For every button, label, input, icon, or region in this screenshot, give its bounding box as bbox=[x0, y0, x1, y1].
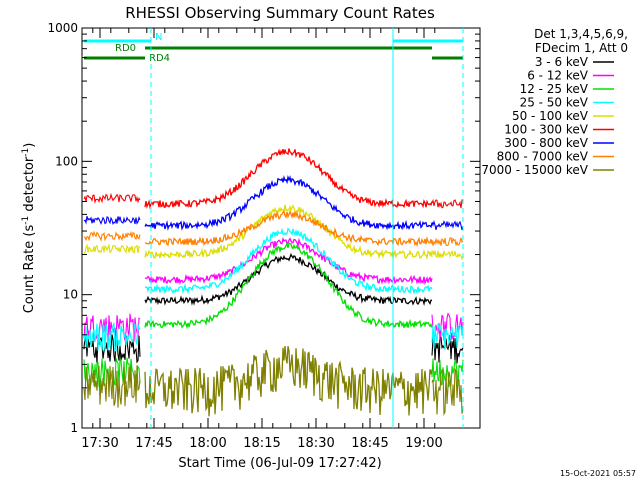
y-tick-label: 1 bbox=[70, 421, 78, 435]
series-layer bbox=[83, 148, 464, 417]
x-tick-label: 17:45 bbox=[135, 436, 172, 451]
y-tick-label: 100 bbox=[55, 154, 78, 168]
series-line-pre-0 bbox=[83, 334, 141, 364]
series-line-7 bbox=[144, 210, 433, 248]
series-line-8 bbox=[144, 345, 433, 417]
y-axis-ticks: 1 10 100 1000 bbox=[47, 21, 480, 435]
legend-label-5: 100 - 300 keV bbox=[504, 123, 588, 137]
series-line-5 bbox=[144, 148, 433, 210]
legend-label-8: 7000 - 15000 keV bbox=[481, 163, 588, 177]
x-tick-label: 18:15 bbox=[243, 436, 280, 451]
series-line-pre-4 bbox=[83, 243, 141, 255]
series-line-post-0 bbox=[431, 334, 464, 364]
series-line-pre-5 bbox=[83, 192, 141, 205]
x-axis-label: Start Time (06-Jul-09 17:27:42) bbox=[178, 456, 381, 471]
legend-label-7: 800 - 7000 keV bbox=[497, 150, 589, 164]
legend-label-6: 300 - 800 keV bbox=[504, 136, 588, 150]
x-tick-label: 19:00 bbox=[405, 436, 442, 451]
legend-label-4: 50 - 100 keV bbox=[512, 109, 589, 123]
series-line-2 bbox=[144, 241, 433, 330]
legend-label-2: 12 - 25 keV bbox=[520, 82, 589, 96]
flag-rd4-label: RD4 bbox=[149, 53, 170, 64]
series-line-4 bbox=[144, 204, 433, 261]
series-line-3 bbox=[144, 227, 433, 296]
x-axis-ticks: 17:30 17:45 18:00 18:15 18:30 18:45 19:00 bbox=[81, 28, 443, 451]
legend: Det 1,3,4,5,6,9, FDecim 1, Att 0 3 - 6 k… bbox=[481, 27, 628, 177]
y-tick-label: 10 bbox=[63, 288, 78, 302]
series-line-pre-3 bbox=[83, 322, 141, 352]
series-line-1 bbox=[144, 236, 433, 286]
y-axis-label: Count Rate (s-1 detector-1) bbox=[21, 143, 37, 314]
plot-area bbox=[81, 27, 481, 429]
series-line-pre-8 bbox=[83, 365, 141, 408]
series-line-post-7 bbox=[431, 236, 464, 247]
y-tick-label: 1000 bbox=[47, 21, 78, 35]
legend-header-line-2: FDecim 1, Att 0 bbox=[535, 41, 628, 55]
x-tick-label: 17:30 bbox=[81, 436, 118, 451]
series-line-6 bbox=[144, 174, 433, 231]
series-line-post-5 bbox=[431, 198, 464, 209]
flag-n-label: N bbox=[155, 32, 162, 43]
series-line-post-8 bbox=[431, 367, 464, 417]
flag-overlay-layer: N RD0 RD4 bbox=[84, 28, 464, 428]
x-tick-label: 18:45 bbox=[351, 436, 388, 451]
series-line-post-4 bbox=[431, 249, 464, 261]
legend-label-0: 3 - 6 keV bbox=[535, 55, 589, 69]
series-line-0 bbox=[144, 252, 433, 307]
series-line-pre-7 bbox=[83, 230, 141, 243]
legend-header-line-1: Det 1,3,4,5,6,9, bbox=[534, 27, 628, 41]
chart-title: RHESSI Observing Summary Count Rates bbox=[125, 4, 435, 22]
series-line-post-3 bbox=[431, 323, 464, 351]
series-line-pre-1 bbox=[83, 313, 141, 345]
legend-label-3: 25 - 50 keV bbox=[520, 96, 589, 110]
series-line-post-6 bbox=[431, 219, 464, 231]
flag-rd0-label: RD0 bbox=[115, 43, 136, 54]
series-line-pre-6 bbox=[83, 216, 141, 225]
legend-label-1: 6 - 12 keV bbox=[527, 69, 589, 83]
x-tick-label: 18:00 bbox=[189, 436, 226, 451]
x-tick-label: 18:30 bbox=[297, 436, 334, 451]
footer-date: 15-Oct-2021 05:57 bbox=[560, 469, 636, 478]
